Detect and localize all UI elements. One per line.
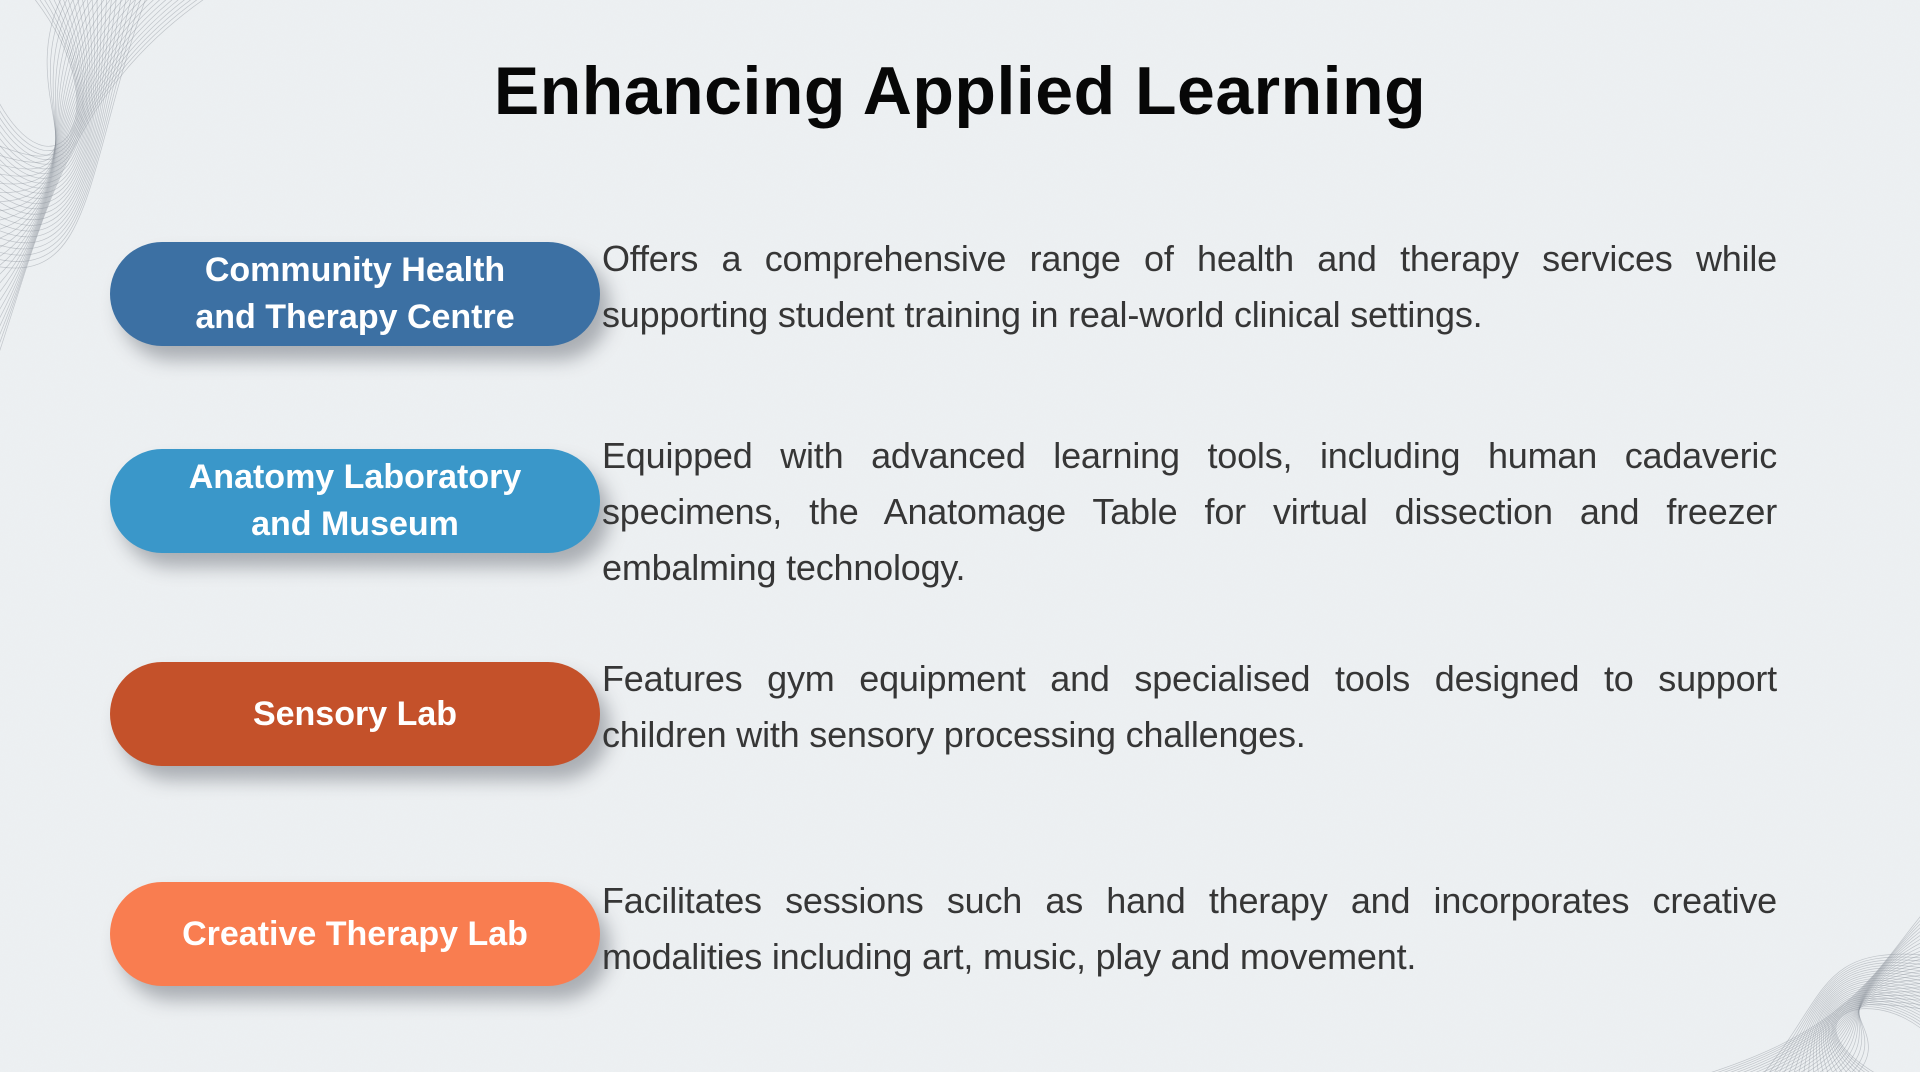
description-anatomy-laboratory: Equipped with advanced learning tools, i… [602,435,1777,588]
page-title: Enhancing Applied Learning [493,53,1427,129]
pill-label-line: Sensory Lab [252,694,458,733]
pill-label-line: Anatomy Laboratory [188,458,522,496]
description-creative-therapy-lab: Facilitates sessions such as hand therap… [602,880,1777,977]
pill-label-line: and Museum [251,505,459,543]
pill-label-line: and Therapy Centre [195,298,515,336]
bottom-edge-strip [0,1072,1920,1080]
pill-sensory-lab: Sensory Lab [110,662,600,766]
pill-creative-therapy-lab: Creative Therapy Lab [110,882,600,986]
pill-label-line: Creative Therapy Lab [182,914,528,953]
description-community-health: Offers a comprehensive range of health a… [602,238,1777,335]
description-sensory-lab: Features gym equipment and specialised t… [602,658,1777,755]
pill-anatomy-laboratory-and-museum: Anatomy Laboratory and Museum [110,449,600,553]
pill-community-health-and-therapy-centre: Community Health and Therapy Centre [110,242,600,346]
pill-label-line: Community Health [204,251,506,289]
